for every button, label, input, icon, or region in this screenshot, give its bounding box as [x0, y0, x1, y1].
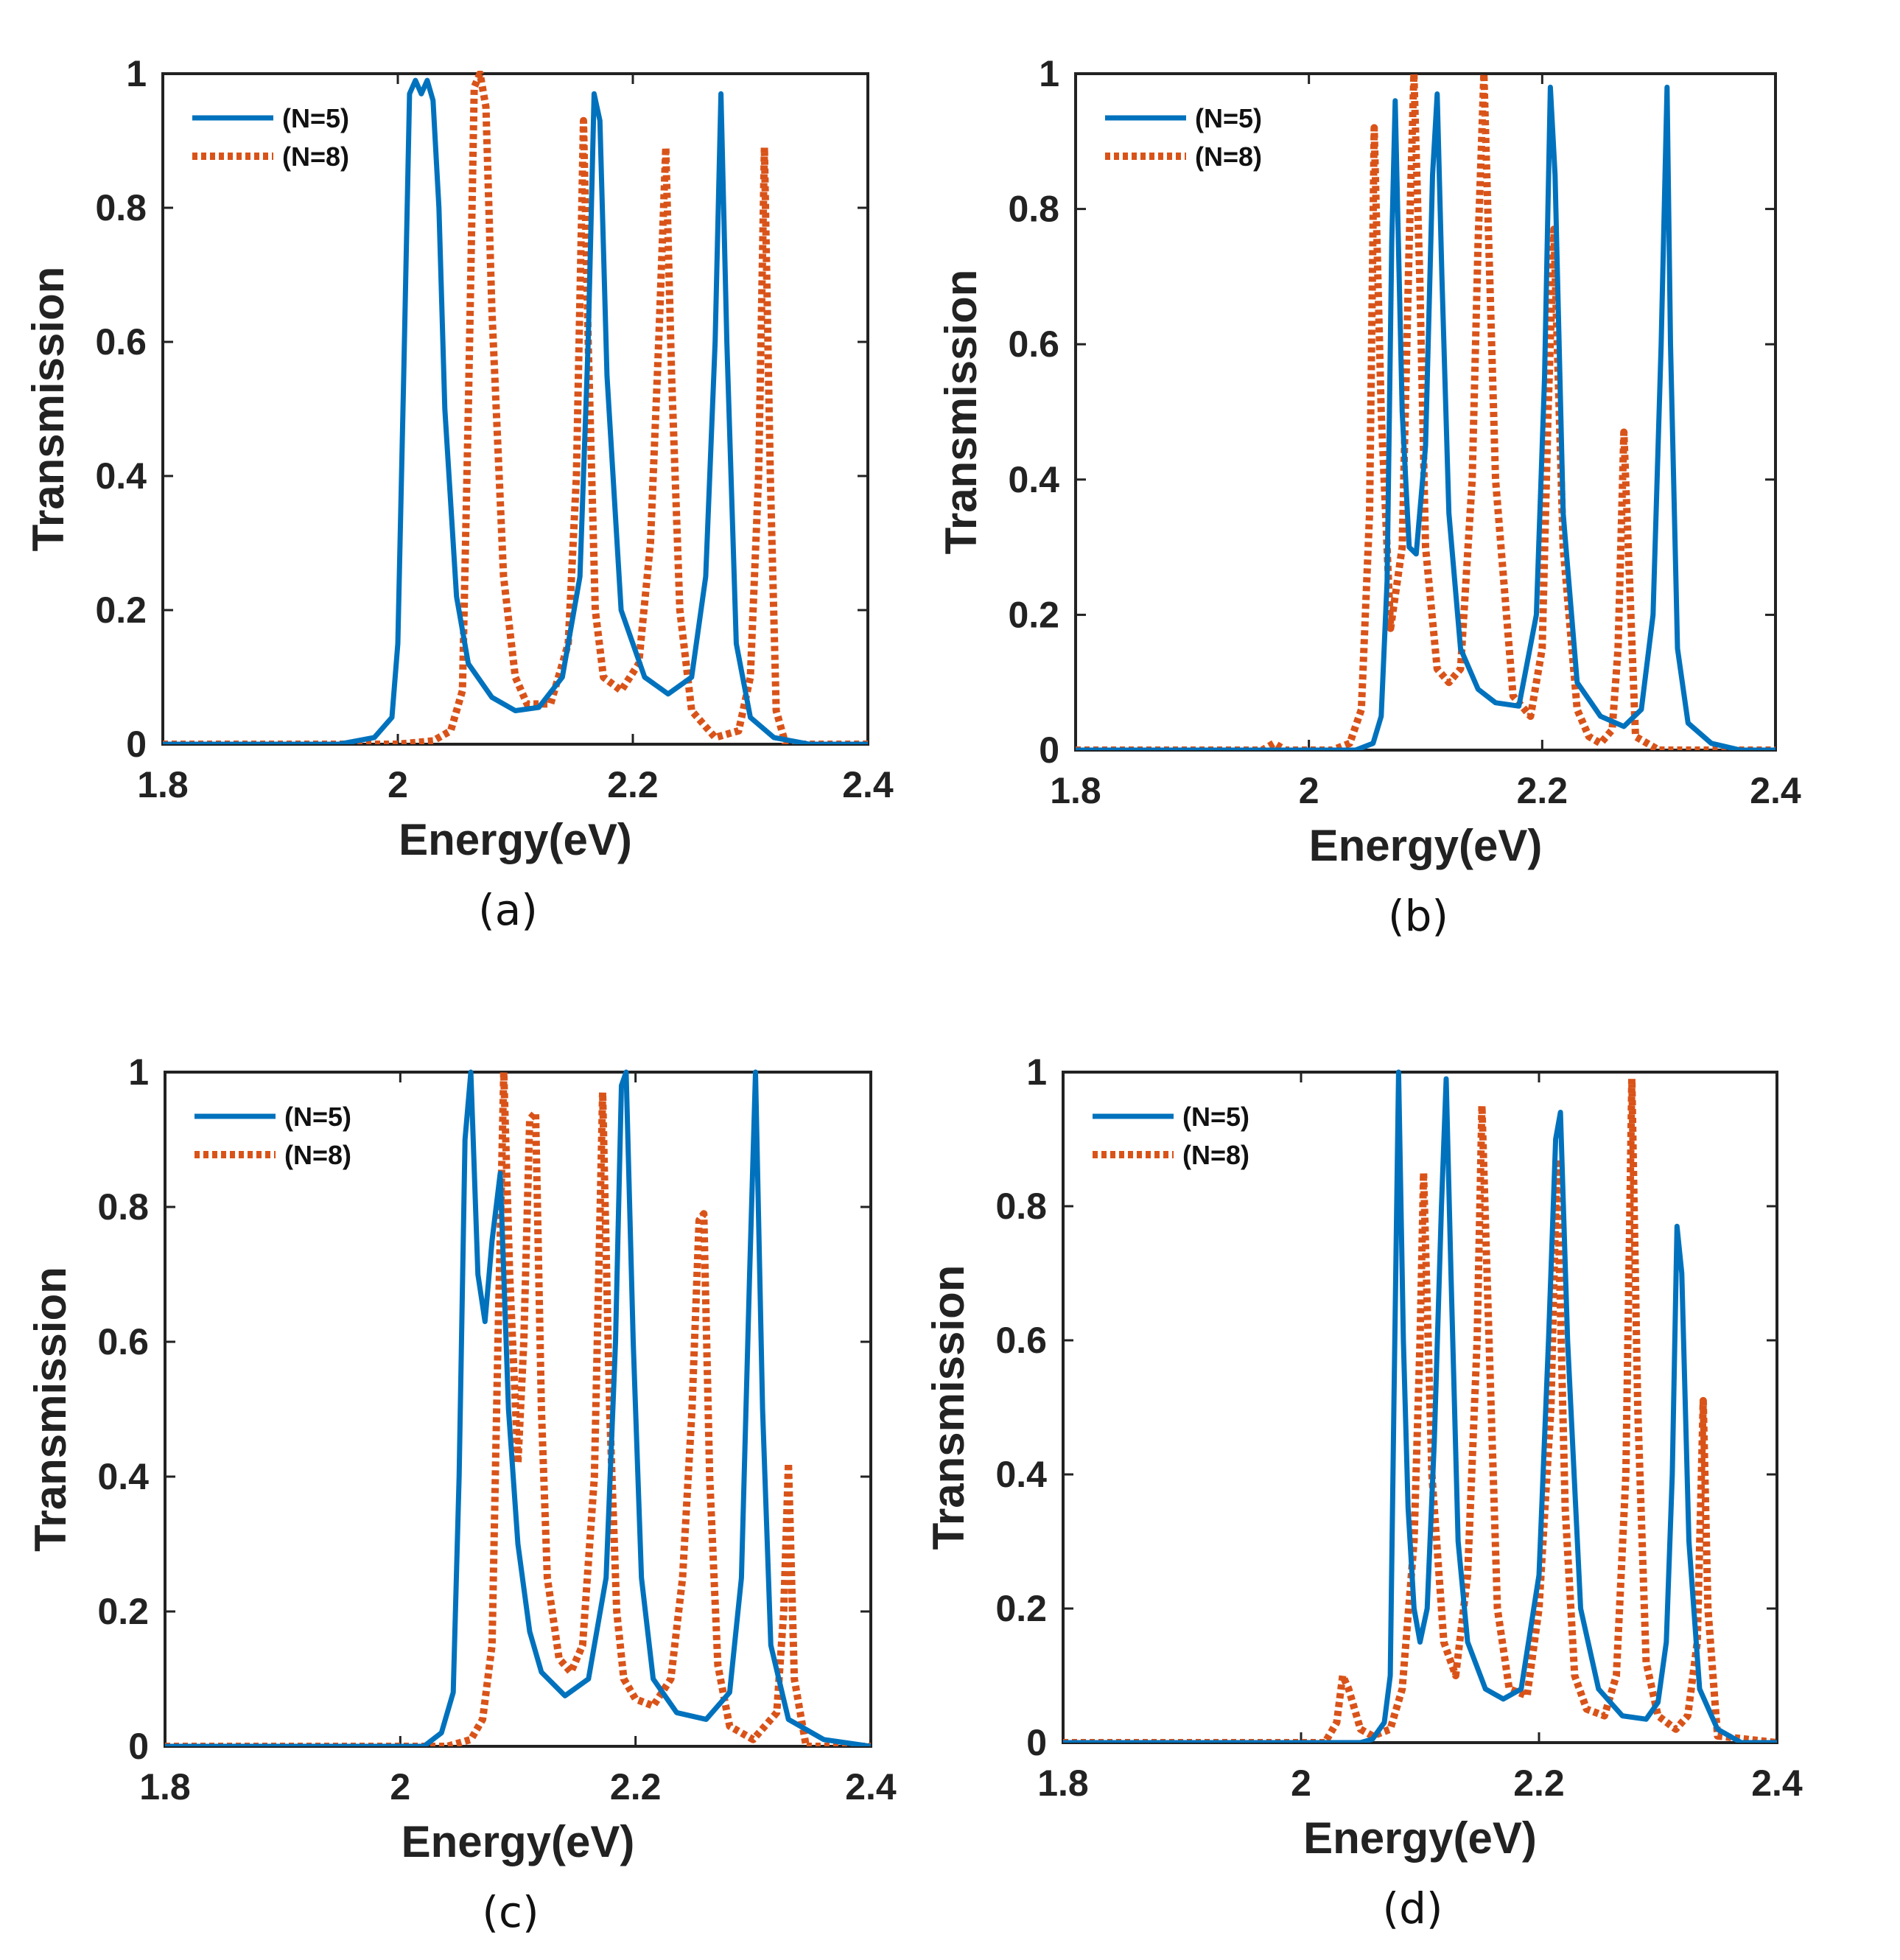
y-tick-label: 0.8	[995, 1186, 1047, 1227]
y-tick-label: 0.2	[97, 1591, 149, 1632]
y-tick-label: 1	[1039, 53, 1059, 94]
plot-frame	[1062, 1071, 1778, 1744]
panel-1: 1.8 2 2.2 2.4 0 0.2 0.4 0.6 0.8 1 Energy(eV) Transm…	[24, 53, 894, 935]
x-tick-label: 1.8	[137, 764, 189, 805]
x-tick-label: 1.8	[1050, 770, 1101, 811]
x-tick-label: 2.2	[1513, 1763, 1565, 1804]
x-tick-label: 2.4	[1751, 1763, 1803, 1804]
y-tick-label: 0.8	[95, 187, 147, 228]
legend-label-n8: (N=8)	[284, 1140, 351, 1170]
x-axis-label: Energy(eV)	[399, 815, 632, 864]
y-tick-label: 0.8	[1008, 189, 1059, 230]
legend-label-n5: (N=5)	[282, 103, 349, 133]
panel-3: 1.8 2 2.2 2.4 0 0.2 0.4 0.6 0.8 1 Energy(eV) Transm…	[26, 1051, 897, 1937]
x-tick-label: 1.8	[139, 1766, 191, 1807]
panel-label: (c)	[482, 1887, 539, 1937]
x-axis-label: Energy(eV)	[1303, 1813, 1537, 1863]
y-tick-label: 0.4	[995, 1454, 1047, 1495]
panel-2: 1.8 2 2.2 2.4 0 0.2 0.4 0.6 0.8 1 Energy(eV) Transm…	[936, 53, 1801, 941]
x-tick-label: 2.4	[842, 764, 894, 805]
series-line-n5	[165, 1069, 871, 1746]
y-tick-label: 0	[1026, 1722, 1047, 1763]
y-tick-label: 0.2	[95, 589, 147, 631]
x-tick-label: 2.2	[607, 764, 659, 805]
legend-label-n5: (N=5)	[284, 1102, 351, 1132]
panel-label: (b)	[1388, 891, 1448, 941]
legend-label-n5: (N=5)	[1182, 1102, 1249, 1132]
y-tick-label: 1	[126, 53, 147, 94]
y-tick-label: 0.8	[97, 1186, 149, 1228]
y-tick-label: 0.6	[97, 1321, 149, 1362]
x-tick-label: 2.2	[1517, 770, 1568, 811]
y-tick-label: 0.6	[95, 321, 147, 363]
x-tick-label: 2	[390, 1766, 410, 1807]
plot-frame	[161, 72, 869, 746]
y-tick-label: 0.4	[95, 455, 147, 497]
y-tick-label: 0	[1039, 729, 1059, 771]
y-axis-label: Transmission	[24, 267, 73, 552]
series-line-n8	[1063, 1075, 1777, 1743]
x-tick-label: 2	[388, 764, 408, 805]
x-tick-label: 2	[1291, 1763, 1311, 1804]
plot-frame	[164, 1071, 872, 1748]
legend-label-n8: (N=8)	[1182, 1140, 1249, 1170]
x-tick-label: 2.2	[610, 1766, 662, 1807]
panel-label: (d)	[1382, 1883, 1442, 1933]
series-line-n8	[163, 71, 868, 744]
y-tick-label: 0.4	[1008, 459, 1059, 500]
legend-label-n8: (N=8)	[282, 141, 349, 172]
y-axis-label: Transmission	[26, 1267, 75, 1552]
y-tick-label: 0.6	[995, 1320, 1047, 1361]
series-line-n8	[1076, 71, 1775, 750]
panel-4: 1.8 2 2.2 2.4 0 0.2 0.4 0.6 0.8 1 Energy(eV) Transm…	[924, 1051, 1803, 1933]
y-tick-label: 0.2	[1008, 594, 1059, 635]
plot-frame	[1074, 72, 1777, 752]
y-tick-label: 1	[1026, 1051, 1047, 1093]
x-axis-label: Energy(eV)	[402, 1817, 635, 1866]
legend-label-n5: (N=5)	[1195, 103, 1262, 133]
series-line-n5	[1076, 84, 1775, 750]
series-line-n5	[1063, 1069, 1777, 1743]
y-tick-label: 0	[126, 724, 147, 765]
series-line-n8	[165, 1069, 871, 1746]
y-tick-label: 1	[128, 1051, 149, 1093]
y-axis-label: Transmission	[924, 1265, 973, 1550]
x-axis-label: Energy(eV)	[1309, 821, 1543, 870]
legend-label-n8: (N=8)	[1195, 141, 1262, 172]
y-tick-label: 0.4	[97, 1456, 149, 1497]
x-tick-label: 1.8	[1037, 1763, 1089, 1804]
y-axis-label: Transmission	[936, 270, 986, 555]
panel-label: (a)	[478, 885, 538, 935]
y-tick-label: 0.2	[995, 1588, 1047, 1629]
y-tick-label: 0.6	[1008, 323, 1059, 365]
x-tick-label: 2.4	[845, 1766, 897, 1807]
x-tick-label: 2	[1299, 770, 1319, 811]
y-tick-label: 0	[128, 1726, 149, 1767]
series-line-n5	[163, 77, 868, 744]
x-tick-label: 2.4	[1750, 770, 1801, 811]
